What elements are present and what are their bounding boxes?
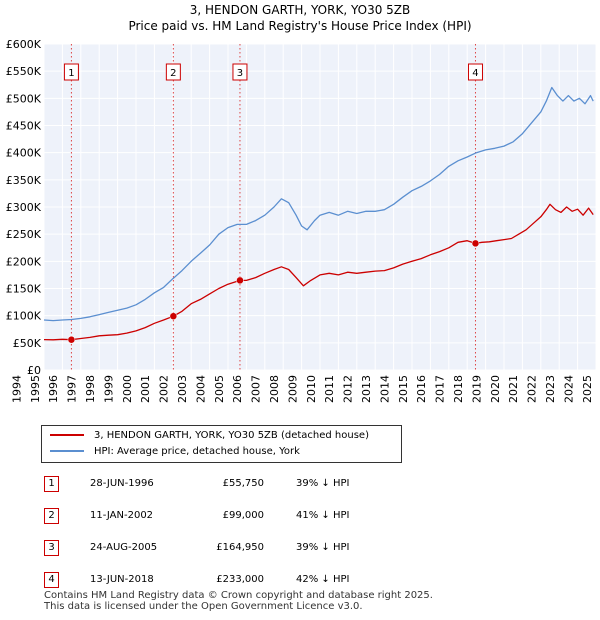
- sale-point: [236, 276, 244, 285]
- y-tick-label: £500K: [6, 92, 42, 105]
- sale-point: [471, 239, 480, 248]
- chart-title: 3, HENDON GARTH, YORK, YO30 5ZB: [189, 3, 411, 17]
- footer-line-2: This data is licensed under the Open Gov…: [44, 601, 363, 612]
- footer-attribution: Contains HM Land Registry data © Crown c…: [44, 590, 433, 612]
- x-tick-label: 2004: [194, 375, 207, 403]
- x-tick-label: 2005: [213, 375, 226, 403]
- legend-swatch-hpi: [50, 450, 84, 452]
- y-tick-label: £400K: [6, 147, 42, 160]
- y-tick-label: £150K: [6, 283, 42, 296]
- chart-legend: 3, HENDON GARTH, YORK, YO30 5ZB (detache…: [41, 425, 402, 463]
- y-tick-label: £450K: [6, 120, 42, 133]
- x-tick-label: 2013: [360, 375, 373, 403]
- sale-price: £233,000: [216, 574, 264, 585]
- sale-marker-label: 1: [68, 68, 74, 79]
- x-tick-label: 2015: [397, 375, 410, 403]
- y-tick-label: £0: [27, 364, 41, 377]
- chart-subtitle: Price paid vs. HM Land Registry's House …: [128, 19, 472, 33]
- sale-marker-label: 3: [237, 68, 243, 79]
- y-tick-label: £550K: [6, 65, 42, 78]
- sale-point: [169, 312, 178, 320]
- sale-price: £164,950: [216, 542, 264, 553]
- sale-marker-box: [165, 63, 181, 81]
- x-tick-label: 1994: [10, 375, 23, 403]
- sale-hpi-diff: 41% ↓ HPI: [296, 510, 350, 521]
- x-tick-label: 2018: [452, 375, 465, 403]
- y-tick-label: £350K: [6, 174, 42, 187]
- sale-marker-box: [467, 63, 483, 81]
- x-tick-label: 2016: [415, 375, 428, 403]
- sale-price: £99,000: [222, 510, 264, 521]
- x-tick-label: 2020: [489, 375, 502, 403]
- sale-number-badge: 1: [44, 476, 59, 492]
- x-tick-label: 2021: [507, 375, 520, 403]
- sale-date: 11-JAN-2002: [90, 510, 154, 521]
- sale-date: 24-AUG-2005: [90, 542, 158, 553]
- y-tick-label: £250K: [6, 228, 42, 241]
- x-tick-label: 2012: [342, 375, 355, 403]
- sale-number-badge: 2: [44, 508, 59, 524]
- price-chart: 1 2 3 4 £0 £50K £100K £150K £200K £250K £300K £350…: [6, 38, 597, 403]
- x-tick-label: 2007: [250, 375, 263, 403]
- legend-label-hpi: HPI: Average price, detached house, York: [94, 446, 300, 457]
- x-tick-label: 2001: [139, 375, 152, 403]
- legend-item-hpi: HPI: Average price, detached house, York: [50, 445, 300, 459]
- sale-hpi-diff: 42% ↓ HPI: [296, 574, 350, 585]
- x-tick-label: 2019: [470, 375, 483, 403]
- x-tick-label: 2023: [544, 375, 557, 403]
- x-tick-label: 2025: [581, 375, 594, 403]
- legend-swatch-property: [50, 434, 84, 436]
- y-tick-label: £50K: [13, 337, 42, 350]
- sale-row: 1 28-JUN-1996 £55,750 39% ↓ HPI: [44, 474, 444, 494]
- y-tick-label: £100K: [6, 310, 42, 323]
- sale-price: £55,750: [222, 478, 264, 489]
- x-tick-label: 1998: [84, 375, 97, 403]
- x-tick-label: 2011: [323, 375, 336, 403]
- sale-marker-box: [63, 63, 79, 81]
- sale-row: 4 13-JUN-2018 £233,000 42% ↓ HPI: [44, 570, 444, 590]
- sale-row: 2 11-JAN-2002 £99,000 41% ↓ HPI: [44, 506, 444, 526]
- sale-hpi-diff: 39% ↓ HPI: [296, 478, 350, 489]
- y-tick-label: £200K: [6, 255, 42, 268]
- x-tick-label: 1999: [102, 375, 115, 403]
- x-tick-label: 2009: [286, 375, 299, 403]
- x-tick-label: 2003: [176, 375, 189, 403]
- footer-line-1: Contains HM Land Registry data © Crown c…: [44, 590, 433, 601]
- x-tick-label: 2017: [434, 375, 447, 403]
- y-tick-label: £600K: [6, 38, 42, 51]
- sale-date: 13-JUN-2018: [90, 574, 154, 585]
- legend-label-property: 3, HENDON GARTH, YORK, YO30 5ZB (detache…: [94, 430, 369, 441]
- x-tick-label: 2014: [378, 375, 391, 403]
- x-tick-label: 1995: [29, 375, 42, 403]
- sale-point: [67, 335, 76, 344]
- x-tick-label: 1996: [47, 375, 60, 403]
- x-tick-label: 2024: [562, 375, 575, 403]
- x-tick-label: 2002: [158, 375, 171, 403]
- sale-marker-label: 2: [170, 68, 176, 79]
- sale-marker-box: [232, 63, 248, 81]
- sale-number-badge: 3: [44, 540, 59, 556]
- legend-item-property: 3, HENDON GARTH, YORK, YO30 5ZB (detache…: [50, 429, 369, 443]
- x-tick-label: 2000: [121, 375, 134, 403]
- x-tick-label: 2006: [231, 375, 244, 403]
- sale-number-badge: 4: [44, 572, 59, 588]
- series-line: [43, 203, 594, 341]
- x-tick-label: 2022: [526, 375, 539, 403]
- y-tick-label: £300K: [6, 201, 42, 214]
- x-tick-label: 2008: [268, 375, 281, 403]
- sale-row: 3 24-AUG-2005 £164,950 39% ↓ HPI: [44, 538, 444, 558]
- series-line: [43, 86, 594, 322]
- x-tick-label: 2010: [305, 375, 318, 403]
- sale-date: 28-JUN-1996: [90, 478, 154, 489]
- x-tick-label: 1997: [66, 375, 79, 403]
- sale-hpi-diff: 39% ↓ HPI: [296, 542, 350, 553]
- sale-marker-label: 4: [472, 68, 478, 79]
